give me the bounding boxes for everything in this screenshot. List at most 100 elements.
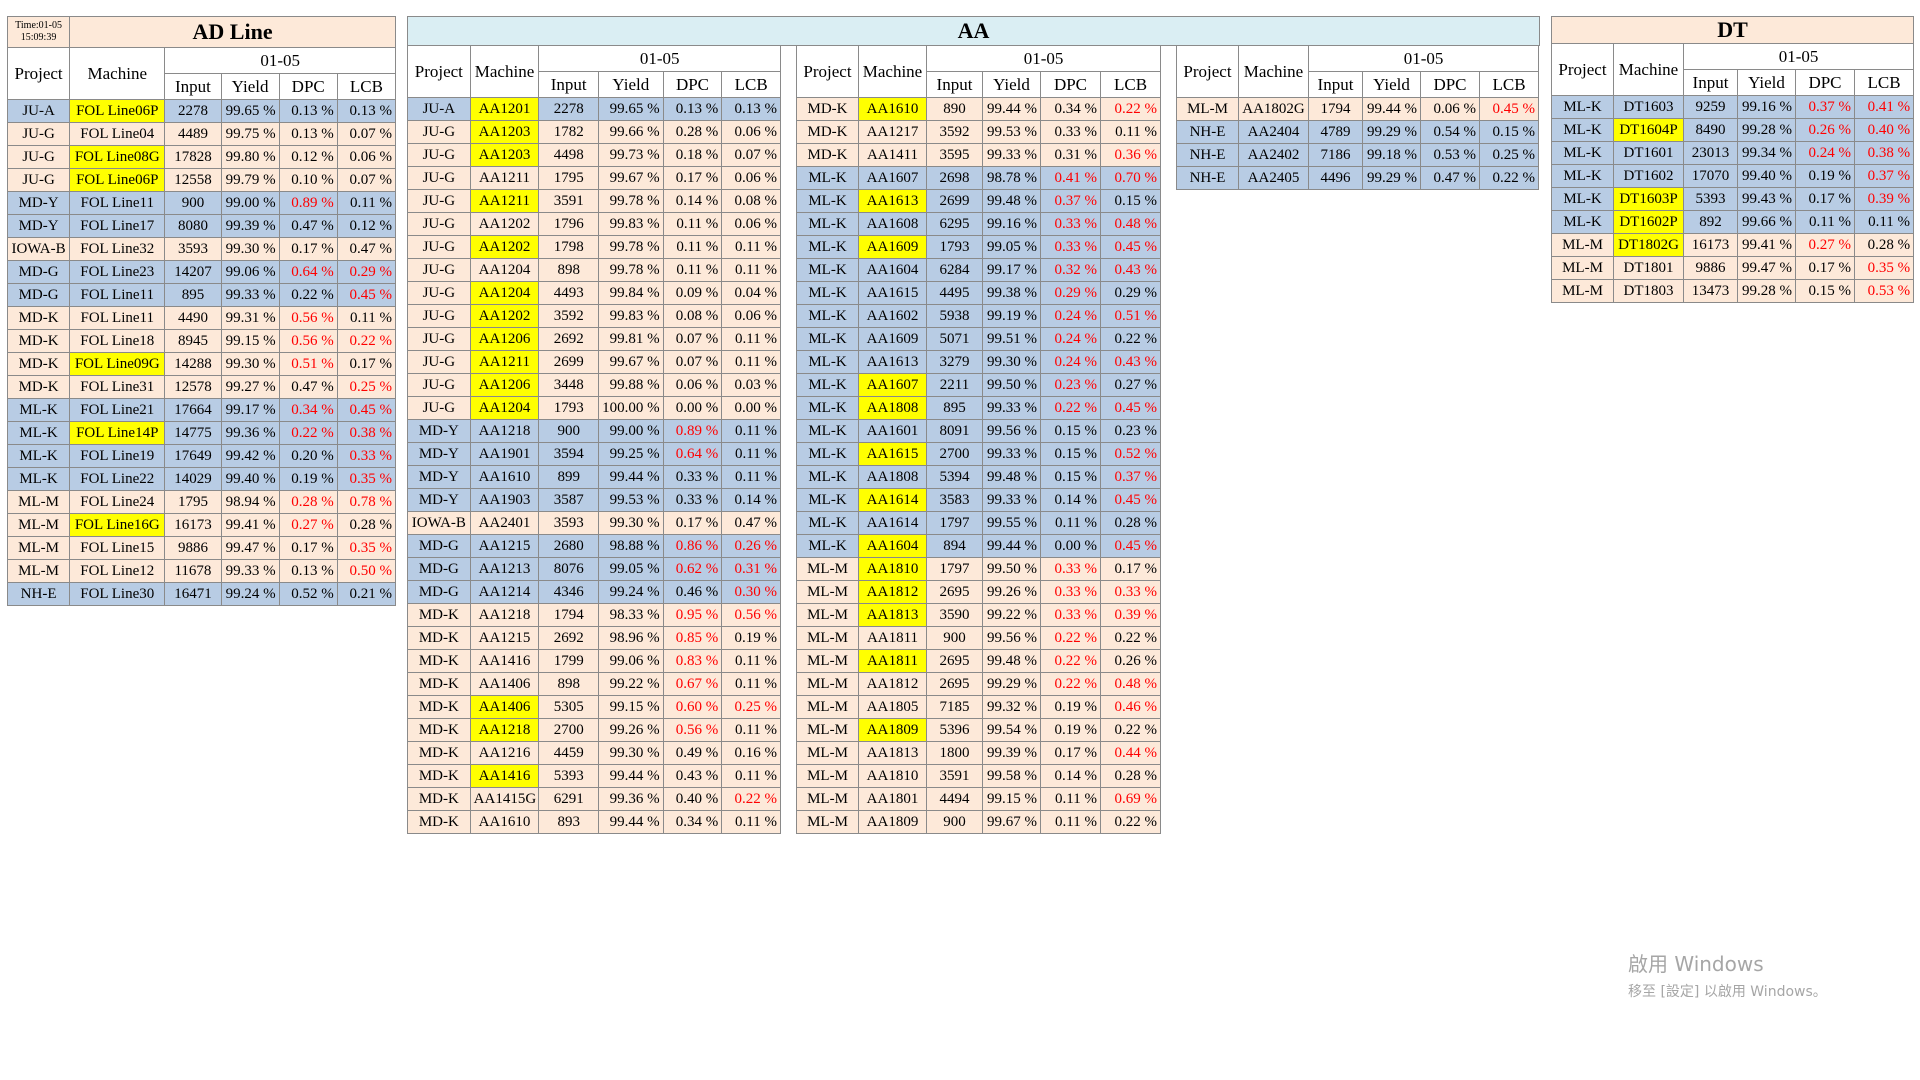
cell-machine: DT1803: [1613, 279, 1684, 303]
col-input: Input: [164, 73, 222, 100]
col-input: Input: [926, 71, 983, 98]
cell-dpc: 0.06 %: [662, 373, 723, 397]
cell-yield: 99.67 %: [598, 350, 664, 374]
table-row: ML-K AA1604 6284 99.17 % 0.32 % 0.43 %: [796, 258, 1162, 282]
cell-machine: AA1215: [469, 534, 540, 558]
cell-yield: 99.25 %: [598, 442, 664, 466]
table-row: MD-Y AA1610 899 99.44 % 0.33 % 0.11 %: [407, 465, 781, 489]
cell-machine: AA1213: [469, 557, 540, 581]
col-dpc: DPC: [1040, 71, 1101, 98]
cell-project: JU-G: [407, 166, 471, 190]
cell-yield: 99.47 %: [220, 536, 280, 560]
windows-activation-watermark: 啟用 Windows 移至 [設定] 以啟用 Windows。: [1628, 948, 1827, 1001]
table-row: ML-M AA1809 900 99.67 % 0.11 % 0.22 %: [796, 810, 1162, 834]
cell-lcb: 0.15 %: [1478, 120, 1540, 144]
cell-project: ML-K: [1551, 187, 1614, 211]
cell-project: MD-G: [407, 557, 471, 581]
cell-yield: 99.28 %: [1737, 118, 1796, 142]
cell-dpc: 0.27 %: [278, 513, 338, 537]
cell-project: JU-G: [6, 145, 71, 169]
table-row: JU-G AA1204 898 99.78 % 0.11 % 0.11 %: [407, 258, 781, 282]
cell-lcb: 0.11 %: [1853, 210, 1915, 234]
cell-input: 2695: [926, 580, 983, 604]
cell-lcb: 0.11 %: [721, 718, 781, 742]
dt-title: DT: [1550, 16, 1915, 44]
cell-input: 1799: [538, 649, 599, 673]
dt-table: DT Project Machine 01-05 Input Yield DPC…: [1550, 16, 1915, 303]
cell-machine: AA1901: [469, 442, 540, 466]
table-row: JU-A AA1201 2278 99.65 % 0.13 % 0.13 %: [407, 97, 781, 121]
cell-lcb: 0.25 %: [721, 695, 781, 719]
table-row: MD-K FOL Line18 8945 99.15 % 0.56 % 0.22 %: [6, 329, 397, 353]
table-row: ML-K AA1615 2700 99.33 % 0.15 % 0.52 %: [796, 442, 1162, 466]
cell-project: ML-M: [796, 626, 859, 650]
cell-machine: AA1206: [469, 373, 540, 397]
table-row: ML-M AA1801 4494 99.15 % 0.11 % 0.69 %: [796, 787, 1162, 811]
table-row: ML-M FOL Line24 1795 98.94 % 0.28 % 0.78 %: [6, 490, 397, 514]
ad-line-table: Time:01-05 15:09:39 AD Line Project Machi…: [6, 16, 397, 606]
cell-project: ML-M: [796, 672, 859, 696]
cell-lcb: 0.35 %: [336, 467, 397, 491]
cell-input: 1797: [926, 557, 983, 581]
cell-dpc: 0.14 %: [1040, 764, 1101, 788]
cell-machine: AA1202: [469, 212, 540, 236]
cell-project: ML-K: [796, 281, 859, 305]
cell-yield: 99.67 %: [982, 810, 1041, 834]
cell-input: 2692: [538, 327, 599, 351]
cell-yield: 99.30 %: [598, 741, 664, 765]
cell-project: IOWA-B: [6, 237, 71, 261]
cell-lcb: 0.22 %: [721, 787, 781, 811]
cell-project: ML-M: [796, 580, 859, 604]
cell-machine: AA1610: [858, 97, 927, 121]
table-row: JU-G AA1202 1796 99.83 % 0.11 % 0.06 %: [407, 212, 781, 236]
cell-dpc: 0.09 %: [662, 281, 723, 305]
cell-dpc: 0.64 %: [662, 442, 723, 466]
cell-input: 2695: [926, 649, 983, 673]
cell-input: 5071: [926, 327, 983, 351]
cell-machine: AA1211: [469, 350, 540, 374]
table-row: ML-M AA1813 3590 99.22 % 0.33 % 0.39 %: [796, 603, 1162, 627]
table-row: MD-K FOL Line09G 14288 99.30 % 0.51 % 0.17 %: [6, 352, 397, 376]
cell-yield: 99.06 %: [598, 649, 664, 673]
cell-yield: 99.66 %: [598, 120, 664, 144]
cell-machine: FOL Line11: [69, 283, 166, 307]
cell-yield: 99.41 %: [1737, 233, 1796, 257]
cell-yield: 99.78 %: [598, 258, 664, 282]
cell-lcb: 0.45 %: [1099, 235, 1162, 259]
table-row: ML-K DT1602P 892 99.66 % 0.11 % 0.11 %: [1551, 210, 1915, 234]
dt-table-body: ML-K DT1603 9259 99.16 % 0.37 % 0.41 % ML-K DT1…: [1551, 95, 1915, 303]
watermark-line-1: 啟用 Windows: [1628, 952, 1764, 976]
cell-dpc: 0.11 %: [662, 235, 723, 259]
cell-lcb: 0.35 %: [1853, 256, 1915, 280]
cell-project: MD-G: [6, 283, 71, 307]
cell-machine: DT1604P: [1613, 118, 1684, 142]
cell-lcb: 0.38 %: [336, 421, 397, 445]
cell-dpc: 0.12 %: [278, 145, 338, 169]
cell-dpc: 0.22 %: [278, 283, 338, 307]
timestamp: Time:01-05 15:09:39: [6, 16, 71, 48]
table-row: MD-K AA1215 2692 98.96 % 0.85 % 0.19 %: [407, 626, 781, 650]
cell-dpc: 0.17 %: [662, 511, 723, 535]
cell-lcb: 0.36 %: [1099, 143, 1162, 167]
col-date: 01-05: [1307, 45, 1540, 72]
cell-project: MD-G: [407, 534, 471, 558]
cell-input: 1794: [538, 603, 599, 627]
cell-machine: FOL Line18: [69, 329, 166, 353]
cell-yield: 99.78 %: [598, 235, 664, 259]
cell-project: ML-K: [796, 235, 859, 259]
cell-lcb: 0.11 %: [721, 350, 781, 374]
cell-project: MD-K: [407, 672, 471, 696]
cell-dpc: 0.19 %: [1795, 164, 1855, 188]
cell-dpc: 0.00 %: [662, 396, 723, 420]
cell-dpc: 0.20 %: [278, 444, 338, 468]
cell-lcb: 0.17 %: [1099, 557, 1162, 581]
cell-yield: 99.81 %: [598, 327, 664, 351]
cell-machine: AA2402: [1238, 143, 1309, 167]
cell-lcb: 0.19 %: [721, 626, 781, 650]
cell-lcb: 0.37 %: [1853, 164, 1915, 188]
aa-table-3-body: ML-M AA1802G 1794 99.44 % 0.06 % 0.45 % NH-E AA…: [1176, 97, 1540, 190]
table-row: ML-K AA1613 2699 99.48 % 0.37 % 0.15 %: [796, 189, 1162, 213]
cell-project: MD-Y: [6, 214, 71, 238]
cell-lcb: 0.46 %: [1099, 695, 1162, 719]
cell-lcb: 0.11 %: [336, 191, 397, 215]
